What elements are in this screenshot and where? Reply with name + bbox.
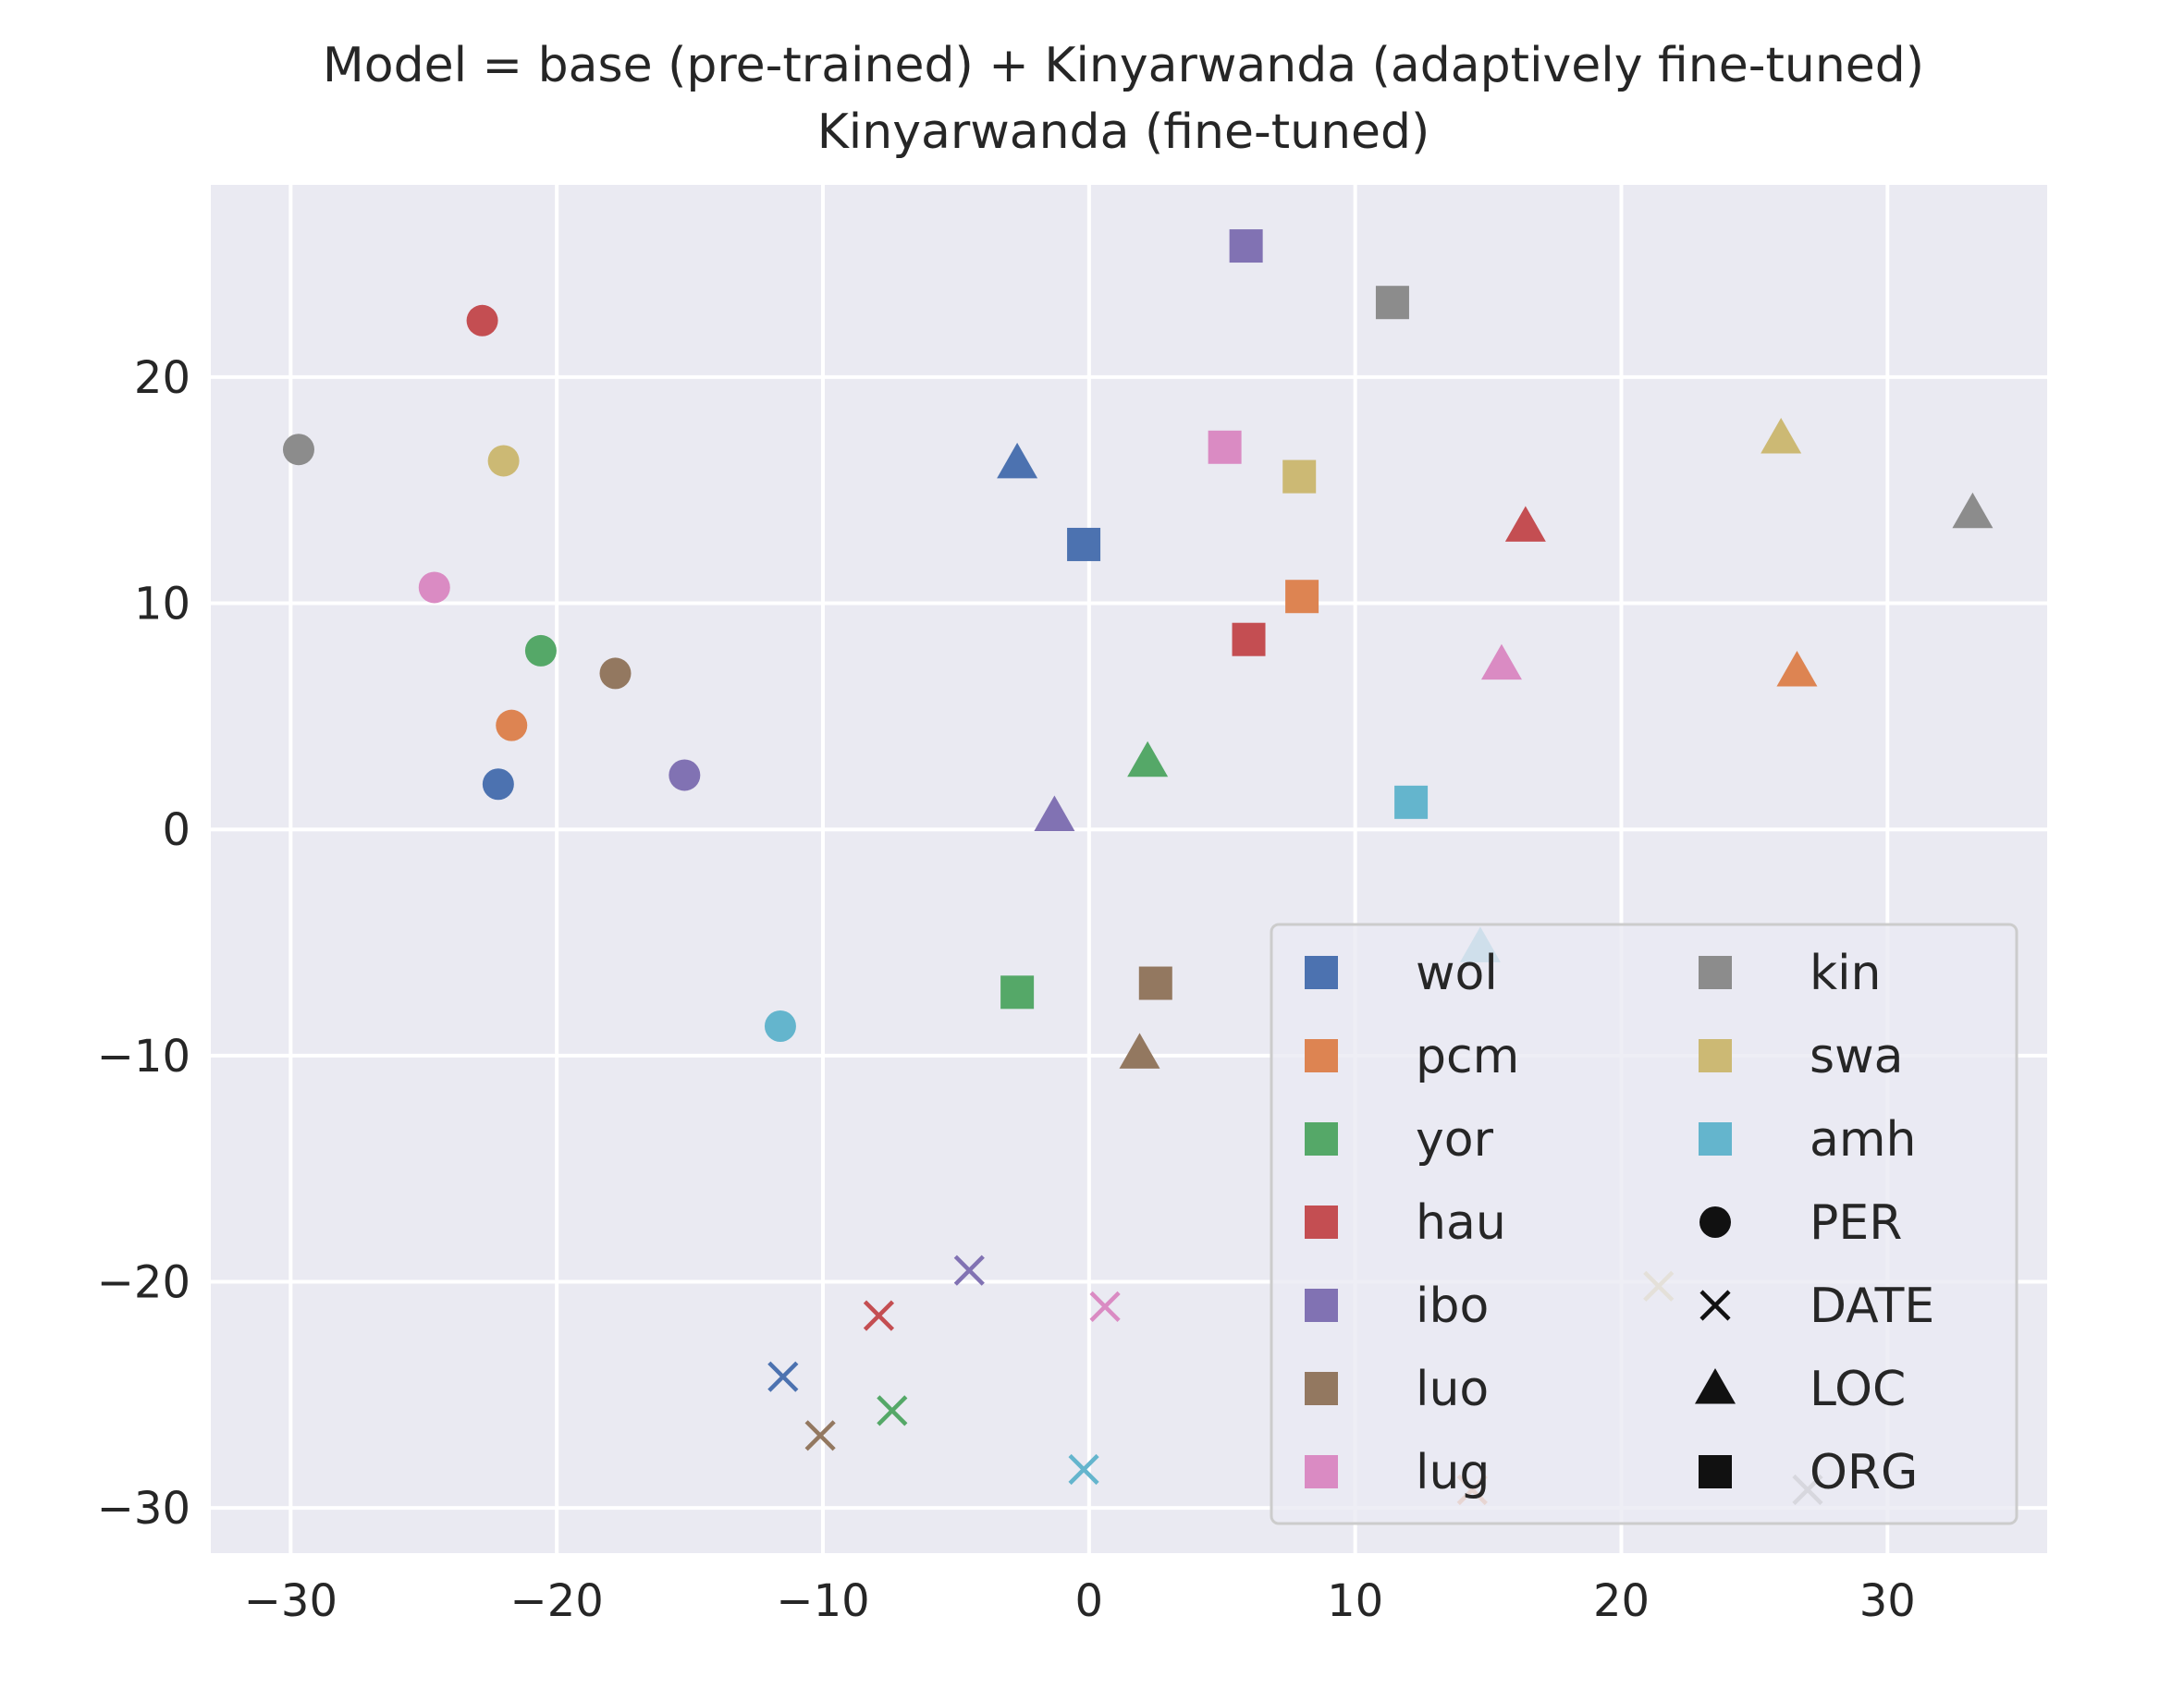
legend-marker-date [1699,1290,1731,1321]
legend-label-org: ORG [1810,1445,1918,1500]
legend-marker-yor [1305,1122,1338,1156]
point-lug-date [1089,1291,1121,1322]
y-tick-label: −20 [97,1256,190,1308]
point-pcm-per [496,709,528,741]
point-yor-loc [1127,740,1169,777]
point-kin-loc [1952,492,1994,529]
legend-label-pcm: pcm [1416,1029,1519,1084]
x-tick-label: −10 [776,1575,869,1627]
point-yor-per [524,634,557,667]
legend-marker-per [1699,1206,1731,1238]
y-tick-label: −30 [97,1483,190,1535]
y-tick-label: 20 [134,352,190,404]
point-luo-date [804,1420,836,1451]
point-wol-date [767,1361,799,1392]
legend-marker-amh [1699,1122,1732,1156]
point-swa-org [1282,459,1317,494]
legend-marker-luo [1305,1372,1338,1405]
legend-label-ibo: ibo [1416,1279,1489,1334]
legend-marker-lug [1305,1455,1338,1488]
point-luo-org [1138,966,1172,1000]
point-yor-org [1000,975,1035,1010]
y-axis-ticks: −30 −20 −10 0 10 20 [97,352,190,1535]
legend-marker-ibo [1305,1289,1338,1322]
point-kin-per [282,434,314,466]
legend-marker-hau [1305,1206,1338,1239]
chart-title: Model = base (pre-trained) + Kinyarwanda… [323,38,1924,93]
x-tick-label: −30 [244,1575,337,1627]
point-lug-loc [1480,643,1522,680]
legend-label-swa: swa [1810,1029,1904,1084]
legend-label-amh: amh [1810,1112,1916,1168]
point-swa-per [487,445,520,477]
x-tick-label: 10 [1327,1575,1383,1627]
x-tick-label: 20 [1593,1575,1650,1627]
point-hau-org [1232,622,1266,656]
legend: wol pcm yor hau ibo luo lug kin swa amh PER DATE LOC… [1270,923,2018,1525]
point-pcm-org [1285,580,1319,614]
legend-marker-loc [1695,1368,1736,1404]
legend-label-loc: LOC [1810,1362,1906,1417]
chart-subtitle: Kinyarwanda (fine-tuned) [817,104,1430,160]
point-swa-loc [1761,417,1802,454]
point-wol-org [1067,527,1101,561]
x-axis-ticks: −30 −20 −10 0 10 20 30 [244,1575,1916,1627]
point-kin-org [1375,286,1409,320]
point-hau-loc [1504,506,1546,542]
legend-label-yor: yor [1416,1112,1494,1168]
legend-label-luo: luo [1416,1362,1489,1417]
point-yor-date [877,1395,908,1426]
point-luo-per [599,657,632,690]
y-tick-label: 0 [162,804,190,856]
legend-box [1270,923,2018,1525]
point-ibo-per [669,759,701,791]
legend-marker-wol [1305,956,1338,989]
legend-label-wol: wol [1416,946,1498,1001]
point-wol-loc [997,442,1038,479]
point-amh-org [1394,785,1429,819]
y-tick-label: −10 [97,1031,190,1083]
legend-marker-pcm [1305,1039,1338,1072]
legend-label-lug: lug [1416,1445,1490,1500]
point-lug-org [1208,430,1242,464]
x-tick-label: 0 [1075,1575,1104,1627]
point-ibo-loc [1034,795,1075,832]
legend-label-date: DATE [1810,1279,1934,1334]
point-hau-per [466,304,498,337]
x-tick-label: −20 [510,1575,604,1627]
point-amh-date [1068,1453,1099,1486]
legend-label-hau: hau [1416,1195,1506,1251]
point-luo-loc [1119,1033,1160,1069]
point-pcm-loc [1776,650,1818,687]
data-points [282,229,1994,1506]
legend-marker-swa [1699,1039,1732,1072]
point-ibo-org [1229,229,1263,263]
point-wol-per [482,768,514,801]
y-tick-label: 10 [134,579,190,630]
legend-marker-org [1699,1455,1732,1488]
legend-label-kin: kin [1810,946,1882,1001]
x-tick-label: 30 [1859,1575,1916,1627]
point-amh-per [764,1010,796,1043]
point-hau-date [863,1300,895,1331]
legend-marker-kin [1699,956,1732,989]
legend-label-per: PER [1810,1195,1902,1251]
point-lug-per [418,571,450,604]
point-ibo-date [953,1255,985,1286]
